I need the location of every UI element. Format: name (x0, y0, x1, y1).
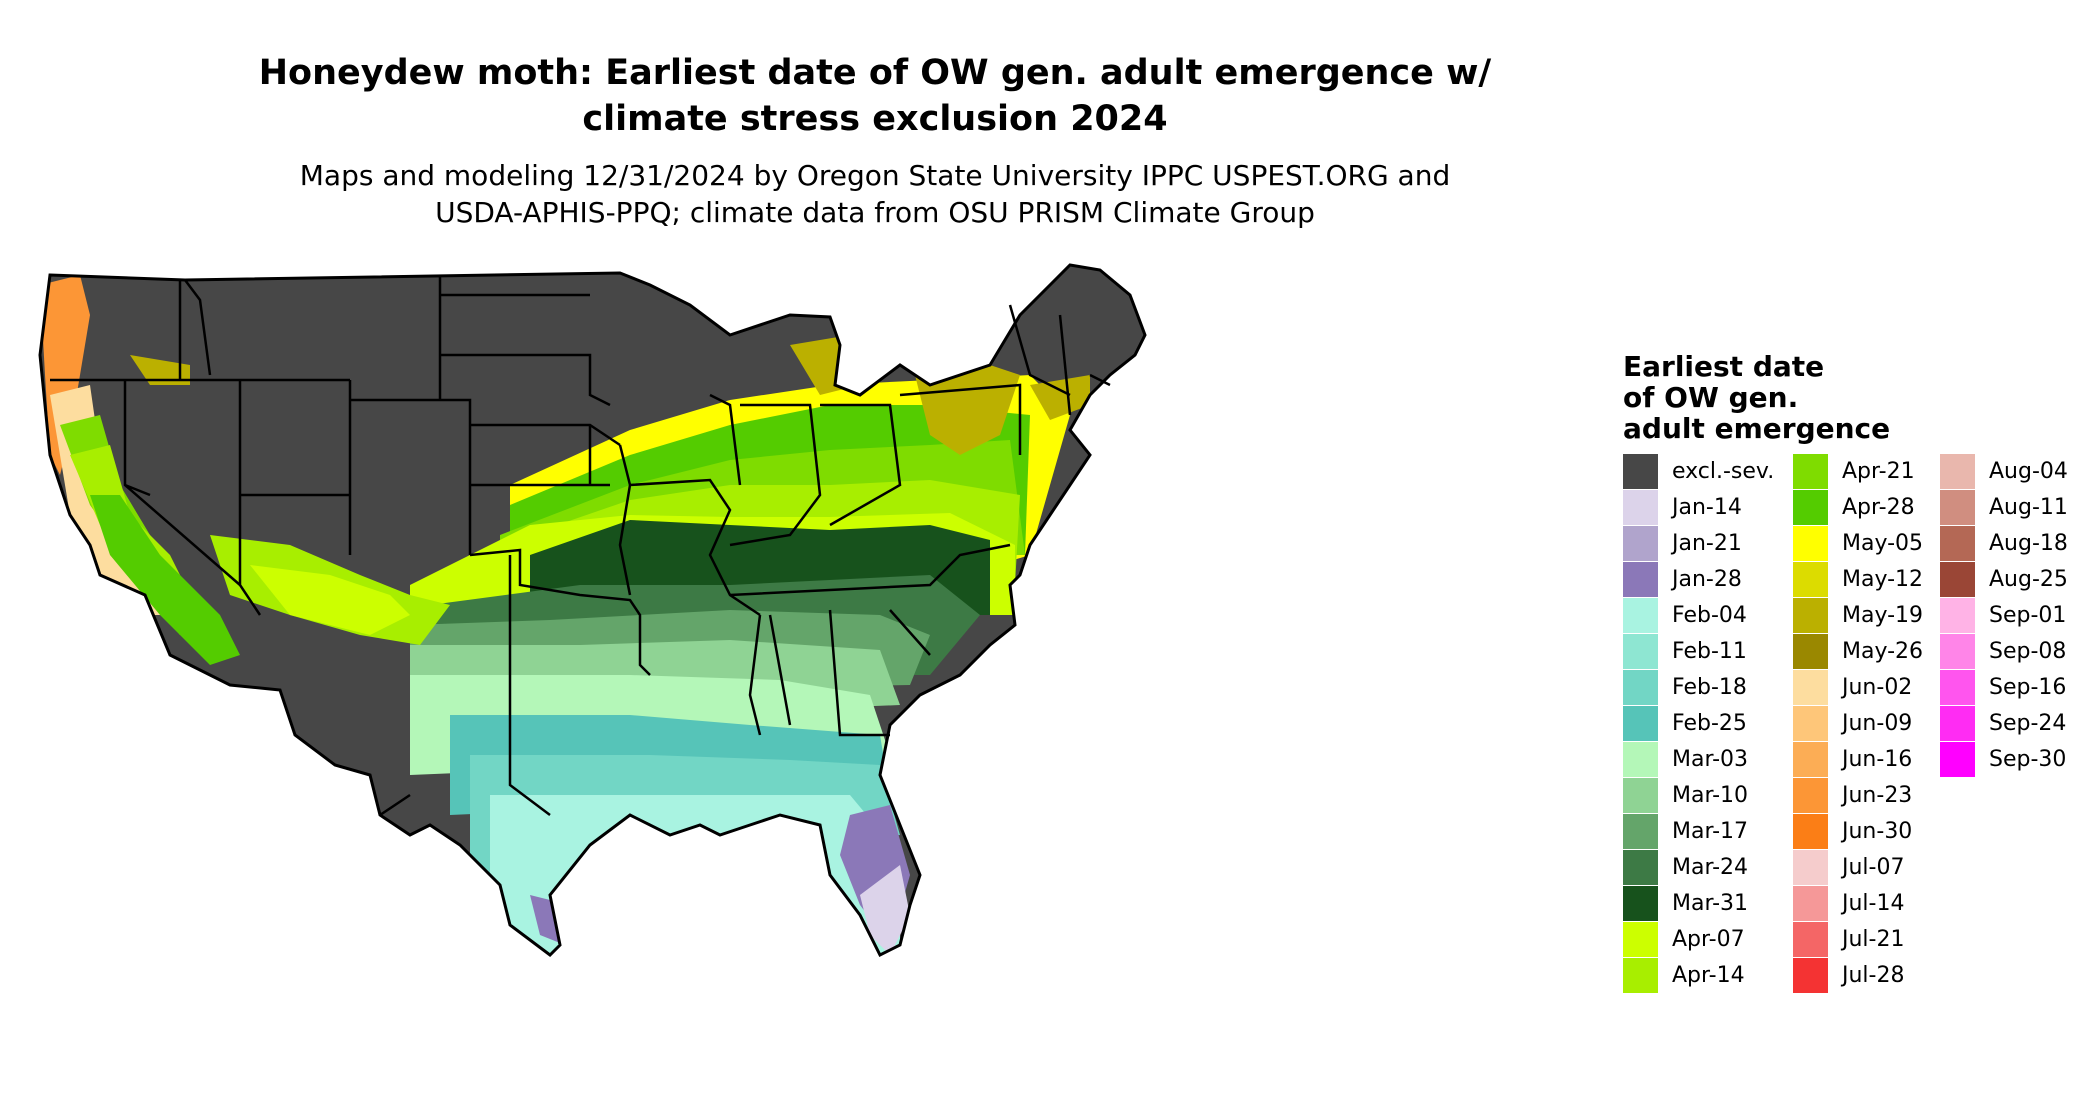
legend-label: Mar-03 (1672, 747, 1749, 772)
legend-label: Aug-18 (1989, 531, 2068, 556)
legend-label: Jul-28 (1842, 963, 1905, 988)
legend-swatch (1940, 634, 1975, 669)
legend-swatch (1623, 850, 1658, 885)
legend-label: Jun-30 (1842, 819, 1913, 844)
legend-swatch (1793, 850, 1828, 885)
legend-label: Jun-09 (1842, 711, 1913, 736)
legend-label: Jan-14 (1672, 495, 1742, 520)
legend-swatch (1793, 454, 1828, 489)
legend-swatch (1793, 634, 1828, 669)
title-line-2: climate stress exclusion 2024 (582, 99, 1168, 139)
subtitle-line-1: Maps and modeling 12/31/2024 by Oregon S… (299, 159, 1451, 192)
legend-swatch (1793, 670, 1828, 705)
legend-swatch (1793, 886, 1828, 921)
map-fill (40, 265, 1145, 955)
legend-label: Jun-23 (1842, 783, 1913, 808)
legend-label: excl.-sev. (1672, 459, 1775, 484)
legend-label: Sep-24 (1989, 711, 2067, 736)
legend-label: Aug-25 (1989, 567, 2068, 592)
state-boundaries (50, 275, 1111, 817)
legend-swatch (1940, 454, 1975, 489)
legend-label: Mar-17 (1672, 819, 1749, 844)
legend-title-line-2: of OW gen. (1623, 381, 1799, 414)
legend-label: Jul-21 (1842, 927, 1905, 952)
legend-swatch (1623, 526, 1658, 561)
legend-label: Aug-11 (1989, 495, 2068, 520)
legend-label: Jun-02 (1842, 675, 1913, 700)
legend-label: Jan-28 (1672, 567, 1742, 592)
legend-label: Jan-21 (1672, 531, 1742, 556)
title-line-1: Honeydew moth: Earliest date of OW gen. … (258, 53, 1492, 93)
legend-label: Jun-16 (1842, 747, 1913, 772)
legend-swatch (1623, 814, 1658, 849)
legend-label: Mar-24 (1672, 855, 1749, 880)
legend-swatch (1623, 958, 1658, 993)
legend-label: Feb-25 (1672, 711, 1747, 736)
legend-swatch (1940, 490, 1975, 525)
legend-label: Feb-11 (1672, 639, 1747, 664)
legend-swatch (1793, 598, 1828, 633)
legend-label: Apr-21 (1842, 459, 1915, 484)
legend-label: Sep-30 (1989, 747, 2067, 772)
legend-swatch (1793, 922, 1828, 957)
legend-label: Apr-07 (1672, 927, 1745, 952)
legend-swatch (1623, 706, 1658, 741)
legend-swatch (1940, 670, 1975, 705)
legend-swatch (1793, 778, 1828, 813)
legend-swatch (1623, 922, 1658, 957)
legend-label: Jul-14 (1842, 891, 1905, 916)
legend-label: Mar-31 (1672, 891, 1749, 916)
legend-swatch (1623, 490, 1658, 525)
legend-label: Sep-16 (1989, 675, 2067, 700)
legend-label: May-26 (1842, 639, 1924, 664)
legend-swatch (1623, 778, 1658, 813)
legend-label: Jul-07 (1842, 855, 1905, 880)
us-map (38, 263, 1147, 957)
legend-swatch (1793, 562, 1828, 597)
legend-swatch (1940, 526, 1975, 561)
legend-swatch (1623, 454, 1658, 489)
legend-label: Apr-28 (1842, 495, 1915, 520)
legend-swatch (1793, 526, 1828, 561)
legend-title-line-1: Earliest date (1623, 350, 1825, 383)
legend-label: Sep-01 (1989, 603, 2067, 628)
legend-label: Sep-08 (1989, 639, 2067, 664)
legend-label: Mar-10 (1672, 783, 1749, 808)
legend-swatch (1623, 670, 1658, 705)
legend-swatch (1623, 634, 1658, 669)
legend-swatch (1793, 706, 1828, 741)
legend-swatch (1793, 814, 1828, 849)
legend-swatch (1623, 562, 1658, 597)
legend-swatch (1940, 598, 1975, 633)
legend-swatch (1623, 886, 1658, 921)
legend-swatch (1623, 598, 1658, 633)
legend-label: Feb-18 (1672, 675, 1747, 700)
legend-swatch (1793, 958, 1828, 993)
legend-label: May-19 (1842, 603, 1924, 628)
legend-swatch (1940, 562, 1975, 597)
subtitle-line-2: USDA-APHIS-PPQ; climate data from OSU PR… (435, 196, 1315, 229)
legend-swatch (1940, 706, 1975, 741)
legend-label: May-12 (1842, 567, 1924, 592)
legend-swatch (1793, 742, 1828, 777)
map-title: Honeydew moth: Earliest date of OW gen. … (0, 50, 1750, 142)
map-subtitle: Maps and modeling 12/31/2024 by Oregon S… (0, 157, 1750, 231)
legend-title-line-3: adult emergence (1623, 412, 1891, 445)
legend-label: May-05 (1842, 531, 1924, 556)
legend-label: Apr-14 (1672, 963, 1745, 988)
legend-swatch (1793, 490, 1828, 525)
legend-swatch (1623, 742, 1658, 777)
legend-label: Aug-04 (1989, 459, 2068, 484)
legend-label: Feb-04 (1672, 603, 1747, 628)
legend-title: Earliest date of OW gen. adult emergence (1623, 351, 1890, 444)
legend-swatch (1940, 742, 1975, 777)
